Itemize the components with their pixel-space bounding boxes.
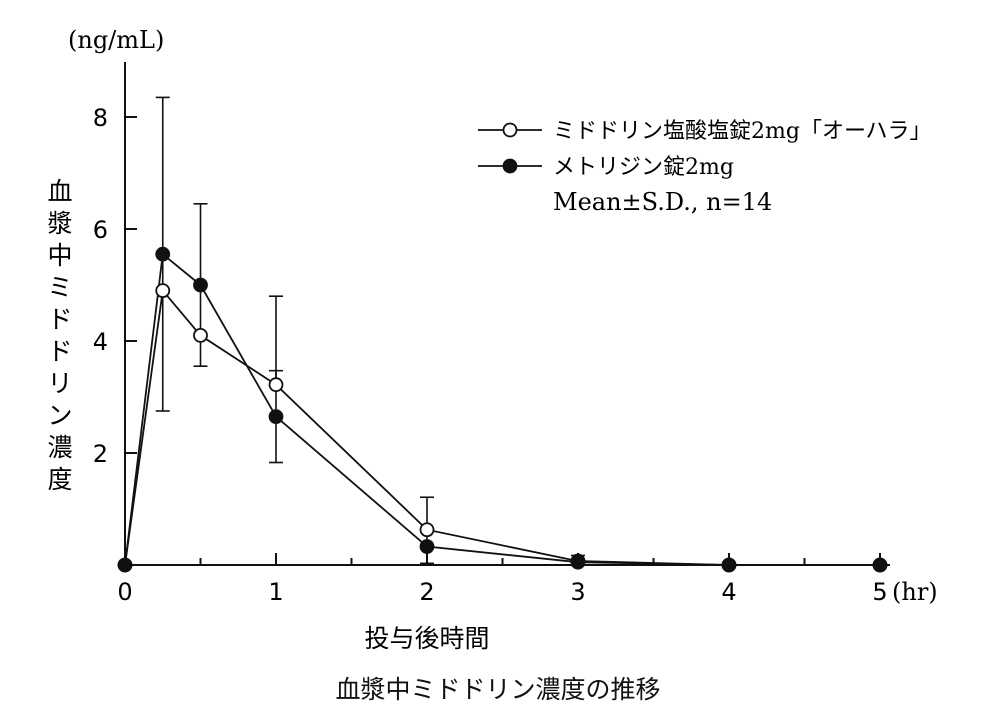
y-axis-title-char: 中 <box>47 241 72 270</box>
error-bars <box>155 96 585 565</box>
data-point-metrigen <box>268 409 284 425</box>
y-tick-label: 6 <box>93 216 108 244</box>
y-axis-title-char: ミ <box>47 273 72 302</box>
x-tick-label: 2 <box>419 578 434 606</box>
data-point-metrigen <box>721 557 737 573</box>
legend-marker <box>502 122 518 138</box>
x-tick-label: 0 <box>117 578 132 606</box>
y-axis-title-char: ド <box>47 305 72 334</box>
legend-label: メトリジン錠2mg <box>553 155 734 180</box>
x-tick-label: 5 <box>872 578 887 606</box>
x-tick-label: 3 <box>570 578 585 606</box>
legend-marker <box>502 158 518 174</box>
legend: ミドドリン塩酸塩錠2mg「オーハラ」メトリジン錠2mg Mean±S.D., n=… <box>478 119 932 216</box>
x-tick-label: 1 <box>268 578 283 606</box>
y-tick-label: 4 <box>93 328 108 356</box>
data-point-ohara <box>155 283 171 299</box>
y-axis-title-char: 度 <box>47 465 72 494</box>
data-point-metrigen <box>872 557 888 573</box>
series-line-metrigen <box>124 252 880 566</box>
y-tick-label: 8 <box>93 104 108 132</box>
data-point-metrigen <box>117 557 133 573</box>
data-point-metrigen <box>155 246 171 262</box>
x-axis-title: 投与後時間 <box>364 624 489 653</box>
data-point-metrigen <box>193 277 208 293</box>
y-axis-title-char: ン <box>47 401 72 430</box>
data-point-metrigen <box>570 554 586 570</box>
legend-label: ミドドリン塩酸塩錠2mg「オーハラ」 <box>553 119 932 144</box>
data-point-ohara <box>419 522 435 538</box>
data-point-metrigen <box>419 539 435 554</box>
y-axis-title-char: 漿 <box>47 209 72 238</box>
figure-caption: 血漿中ミドドリン濃度の推移 <box>335 675 661 704</box>
y-axis-title-char: 血 <box>47 177 72 206</box>
series-lines <box>124 252 880 566</box>
y-axis-title-char: ド <box>47 337 72 366</box>
series-line-ohara <box>124 288 880 566</box>
data-point-ohara <box>193 327 208 343</box>
y-tick-label: 2 <box>93 440 108 468</box>
y-axis-title: 血漿中ミドドリン濃度 <box>47 177 72 494</box>
x-unit-label: (hr) <box>892 578 938 606</box>
y-axis-title-char: 濃 <box>47 433 72 462</box>
x-tick-label: 4 <box>721 578 736 606</box>
y-unit-label: (ng/mL) <box>68 26 164 54</box>
data-point-ohara <box>268 377 284 393</box>
y-axis-title-char: リ <box>47 369 72 398</box>
legend-note: Mean±S.D., n=14 <box>553 188 772 216</box>
series-markers <box>117 246 888 573</box>
